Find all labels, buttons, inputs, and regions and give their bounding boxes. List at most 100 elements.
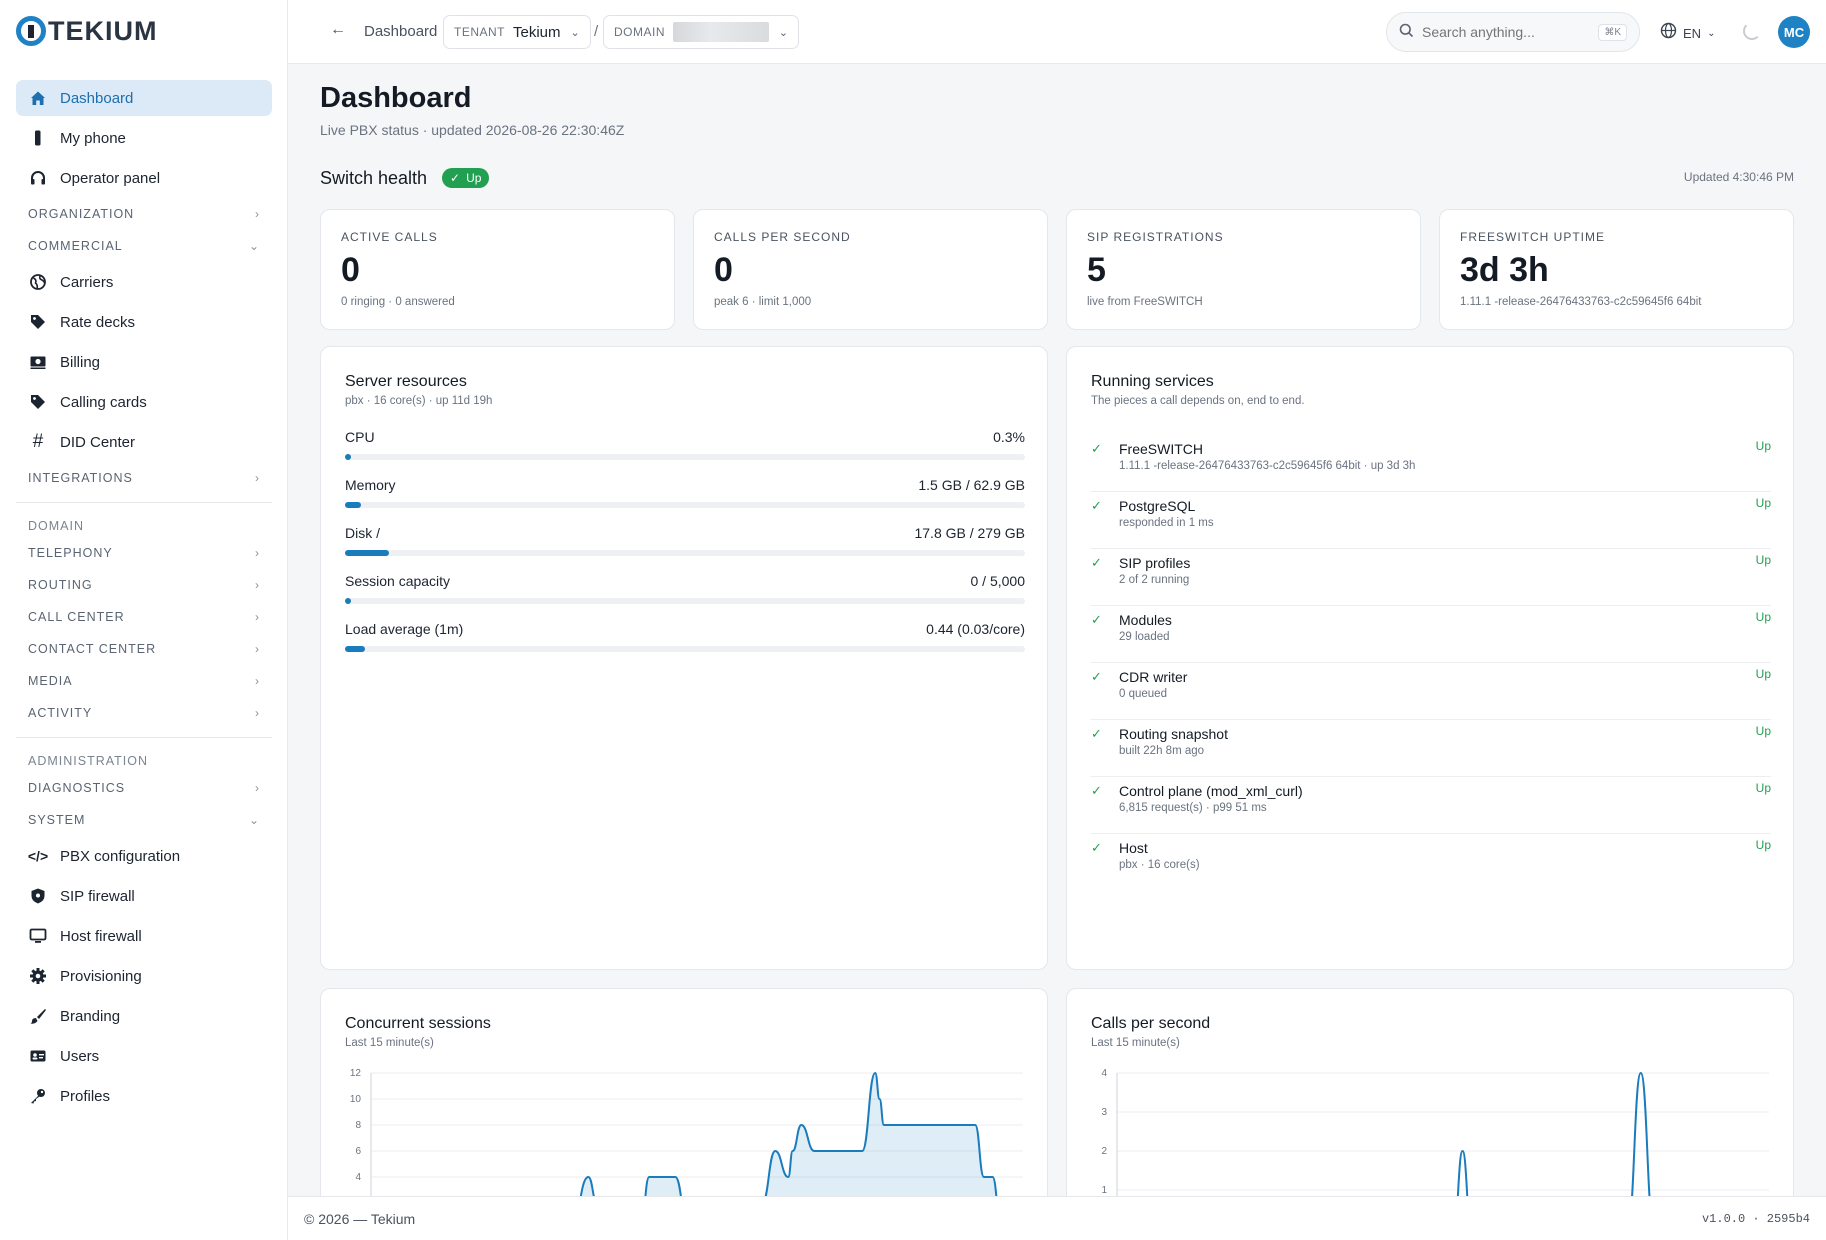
nav-group-routing[interactable]: ROUTING › [16,571,272,599]
nav-group-call-center[interactable]: CALL CENTER › [16,603,272,631]
nav-group-organization[interactable]: ORGANIZATION › [16,200,272,228]
sidebar-item-did-center[interactable]: # DID Center [16,424,272,460]
service-status: Up [1755,724,1771,738]
brand-logo[interactable]: TEKIUM [16,14,158,48]
service-row: ✓ FreeSWITCH 1.11.1 -release-26476433763-c… [1091,435,1771,492]
nav-group-integrations[interactable]: INTEGRATIONS › [16,464,272,492]
domain-selector[interactable]: DOMAIN ⌄ [603,15,799,49]
sidebar-item-rate-decks[interactable]: Rate decks [16,304,272,340]
service-name: FreeSWITCH [1119,441,1203,457]
resource-value: 0 / 5,000 [970,573,1026,589]
nav-group-telephony[interactable]: TELEPHONY › [16,539,272,567]
tenant-value: Tekium [513,23,561,41]
service-detail: 6,815 request(s) · p99 51 ms [1119,802,1267,814]
service-name: Control plane (mod_xml_curl) [1119,783,1303,799]
service-detail: responded in 1 ms [1119,517,1214,529]
domain-value-redacted [673,22,769,42]
sidebar: TEKIUM Dashboard My phone Operator panel [0,0,288,1240]
sidebar-item-label: Rate decks [60,313,136,331]
hash-icon: # [32,431,44,452]
sidebar-item-my-phone[interactable]: My phone [16,120,272,156]
arrow-left-icon[interactable]: ← [330,21,346,38]
resource-row: Session capacity 0 / 5,000 [345,573,1026,604]
resource-value: 17.8 GB / 279 GB [914,525,1025,541]
nav-group-media[interactable]: MEDIA › [16,667,272,695]
service-row: ✓ Modules 29 loaded Up [1091,606,1771,663]
chevron-down-icon: ⌄ [1707,27,1716,39]
running-services-card: Running services The pieces a call depen… [1066,346,1794,970]
sidebar-item-branding[interactable]: Branding [16,998,272,1034]
resource-progress-fill [345,550,389,556]
sidebar-item-dashboard[interactable]: Dashboard [16,80,272,116]
chevron-right-icon: › [255,642,260,656]
sidebar-item-pbx-configuration[interactable]: </> PBX configuration [16,838,272,874]
nav-group-label: CALL CENTER [28,610,125,624]
nav-section-administration: ADMINISTRATION [28,754,149,768]
chevron-right-icon: › [255,610,260,624]
check-icon: ✓ [450,171,461,185]
resource-progress-track [345,502,1025,508]
sidebar-item-users[interactable]: Users [16,1038,272,1074]
id-card-icon [28,1046,48,1066]
breadcrumb[interactable]: Dashboard [364,23,438,40]
stat-value: 5 [1087,251,1106,289]
sidebar-item-label: Dashboard [60,89,134,107]
service-detail: 1.11.1 -release-26476433763-c2c59645f6 6… [1119,460,1416,472]
nav-group-label: MEDIA [28,674,73,688]
user-avatar[interactable]: MC [1778,16,1810,48]
global-search[interactable]: ⌘K [1386,12,1640,52]
phone-icon [28,128,48,148]
nav-group-label: CONTACT CENTER [28,642,157,656]
chevron-right-icon: › [255,546,260,560]
resource-progress-track [345,454,1025,460]
nav-group-diagnostics[interactable]: DIAGNOSTICS › [16,774,272,802]
sidebar-nav: Dashboard My phone Operator panel ORGANI… [16,80,272,1118]
resource-progress-fill [345,502,362,508]
service-detail: 0 queued [1119,688,1167,700]
sidebar-item-billing[interactable]: Billing [16,344,272,380]
service-detail: built 22h 8m ago [1119,745,1205,757]
language-selector[interactable]: EN ⌄ [1660,22,1715,44]
check-icon: ✓ [1091,555,1102,570]
sidebar-item-label: Billing [60,353,101,371]
y-tick-label: 2 [1101,1146,1107,1157]
resource-row: CPU 0.3% [345,429,1025,460]
sidebar-item-host-firewall[interactable]: Host firewall [16,918,272,954]
search-icon [1399,23,1414,42]
check-icon: ✓ [1091,669,1102,684]
brand-name: TEKIUM [48,15,158,46]
service-name: PostgreSQL [1119,498,1196,514]
resource-row: Disk / 17.8 GB / 279 GB [345,525,1025,556]
stat-card-active-calls: ACTIVE CALLS 0 0 ringing · 0 answered [320,209,675,330]
nav-group-commercial[interactable]: COMMERCIAL ⌄ [16,232,272,260]
card-subtitle: pbx · 16 core(s) · up 11d 19h [345,395,493,407]
service-row: ✓ Routing snapshot built 22h 8m ago Up [1091,720,1771,777]
sidebar-item-sip-firewall[interactable]: SIP firewall [16,878,272,914]
nav-group-activity[interactable]: ACTIVITY › [16,699,272,727]
tenant-selector[interactable]: TENANT Tekium ⌄ [443,15,591,49]
nav-group-system[interactable]: SYSTEM ⌄ [16,806,272,834]
search-shortcut-badge: ⌘K [1598,23,1627,41]
sidebar-item-profiles[interactable]: Profiles [16,1078,272,1114]
stat-label: SIP REGISTRATIONS [1087,230,1224,244]
sidebar-item-label: Provisioning [60,967,142,985]
sidebar-item-operator-panel[interactable]: Operator panel [16,160,272,196]
y-tick-label: 8 [355,1120,361,1131]
service-name: CDR writer [1119,669,1188,685]
search-input[interactable] [1422,24,1582,40]
service-name: Modules [1119,612,1172,628]
tag-icon [28,392,48,412]
resource-row: Load average (1m) 0.44 (0.03/core) [345,621,1025,652]
service-row: ✓ PostgreSQL responded in 1 ms Up [1091,492,1771,549]
chevron-right-icon: › [255,578,260,592]
divider [16,502,272,503]
refresh-spinner-icon [1743,22,1761,40]
sidebar-item-provisioning[interactable]: Provisioning [16,958,272,994]
nav-group-contact-center[interactable]: CONTACT CENTER › [16,635,272,663]
sidebar-item-carriers[interactable]: Carriers [16,264,272,300]
service-status: Up [1755,553,1771,567]
sidebar-item-calling-cards[interactable]: Calling cards [16,384,272,420]
tag-icon [28,312,48,332]
chevron-right-icon: › [255,207,260,221]
